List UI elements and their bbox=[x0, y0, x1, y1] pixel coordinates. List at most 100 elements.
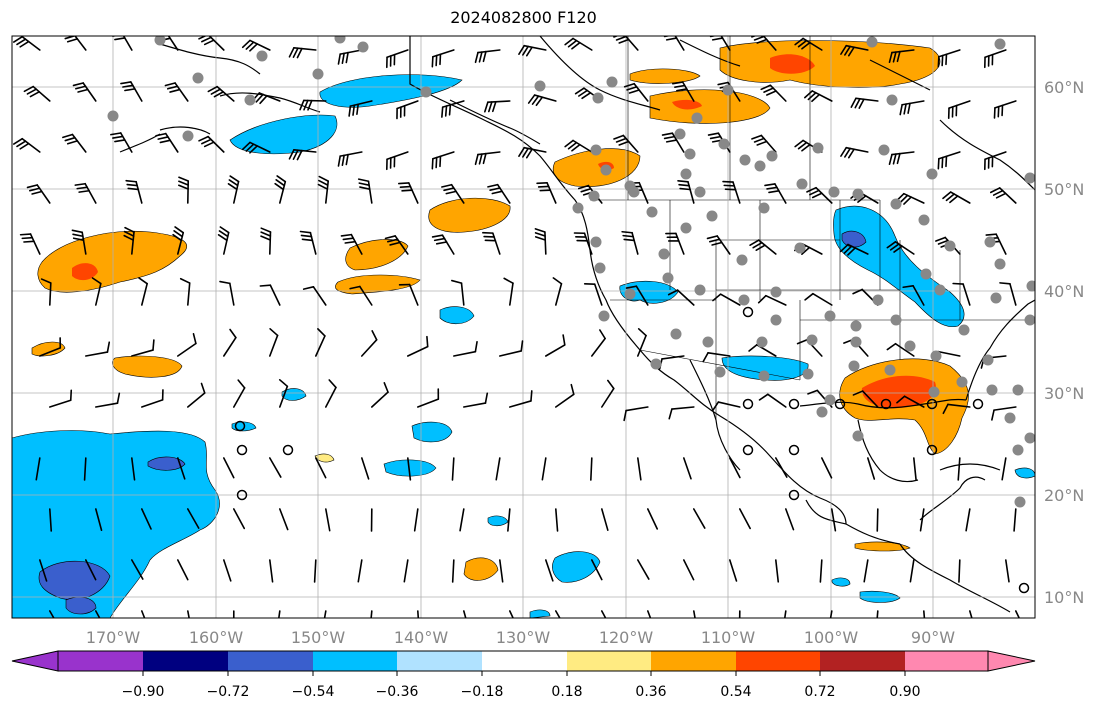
wind-barb-flag bbox=[893, 245, 903, 253]
wind-barb-shaft bbox=[323, 610, 327, 618]
wind-barb-shaft bbox=[229, 282, 235, 306]
wind-barb-flag bbox=[106, 341, 111, 353]
station-dot bbox=[958, 324, 970, 336]
lat-label: 20°N bbox=[1044, 486, 1084, 505]
wind-barb-flag bbox=[663, 31, 673, 33]
station-dot bbox=[1024, 314, 1035, 326]
lon-label: 130°W bbox=[496, 628, 551, 647]
wind-barb-shaft bbox=[361, 338, 378, 357]
station-dot bbox=[850, 336, 862, 348]
wind-barb-flag bbox=[857, 195, 867, 203]
wind-barb-shaft bbox=[453, 350, 477, 357]
country-state-borders bbox=[590, 36, 1035, 420]
wind-barb-flag bbox=[751, 134, 763, 140]
wind-barb-flag bbox=[348, 105, 352, 117]
station-dot bbox=[850, 320, 862, 332]
wind-barb-flag bbox=[840, 44, 848, 55]
station-dot bbox=[691, 112, 703, 124]
wind-barb-flag bbox=[613, 134, 625, 140]
wind-barb-flag bbox=[296, 149, 303, 161]
wind-barb-shaft bbox=[894, 342, 915, 357]
wind-barb-flag bbox=[491, 190, 503, 195]
wind-barb-shaft bbox=[177, 457, 186, 480]
wind-barb-flag bbox=[896, 152, 901, 165]
wind-barb-shaft bbox=[555, 282, 563, 306]
wind-barb-shaft bbox=[867, 457, 876, 480]
station-dot bbox=[154, 36, 166, 46]
wind-barb-flag bbox=[72, 233, 84, 238]
station-dot bbox=[934, 284, 946, 296]
wind-barb-flag bbox=[260, 231, 272, 237]
wind-barb-flag bbox=[577, 184, 590, 190]
wind-barb-flag bbox=[62, 133, 74, 139]
wind-barb-shaft bbox=[451, 559, 455, 583]
wind-barb-shaft bbox=[95, 402, 119, 408]
wind-barb-flag bbox=[426, 335, 429, 348]
wind-barb-flag bbox=[525, 148, 533, 159]
colorbar-segment bbox=[228, 651, 313, 671]
wind-barb-flag bbox=[811, 192, 823, 199]
latitude-labels: 60°N 50°N 40°N 30°N 20°N 10°N bbox=[1044, 78, 1084, 607]
wind-barb-shaft bbox=[717, 401, 741, 408]
wind-barb-flag bbox=[522, 147, 529, 158]
wind-barb-flag bbox=[766, 90, 777, 96]
wind-barb-flag bbox=[21, 236, 34, 240]
wind-barb-shaft bbox=[739, 508, 751, 530]
wind-barb-flag bbox=[278, 378, 289, 388]
negative-anomaly-regions bbox=[12, 74, 1035, 618]
station-dot bbox=[994, 258, 1006, 270]
wind-barb-shaft bbox=[141, 399, 164, 408]
wind-barb-flag bbox=[356, 103, 359, 115]
station-dot bbox=[884, 364, 896, 376]
wind-barb-shaft bbox=[223, 457, 235, 479]
station-dot bbox=[794, 242, 806, 254]
wind-barb-shaft bbox=[819, 559, 823, 583]
station-dot bbox=[806, 334, 818, 346]
station-dot bbox=[312, 68, 324, 80]
station-dot bbox=[680, 168, 692, 180]
station-dot bbox=[738, 294, 750, 306]
wind-barb-shaft bbox=[49, 610, 55, 618]
wind-barb-shaft bbox=[35, 457, 41, 481]
colorbar-tick-label: −0.90 bbox=[122, 684, 165, 700]
wind-barb-flag bbox=[66, 140, 79, 145]
station-ring bbox=[742, 398, 754, 410]
wind-barb-shaft bbox=[509, 610, 514, 618]
colorbar-segment bbox=[482, 651, 567, 671]
wind-barb-flag bbox=[344, 240, 356, 244]
wind-barb-flag bbox=[317, 183, 329, 190]
wind-barb-shaft bbox=[765, 294, 787, 306]
wind-barb-flag bbox=[169, 88, 181, 93]
wind-barb-flag bbox=[292, 47, 299, 58]
colorbar-segment bbox=[736, 651, 820, 671]
wind-barb-flag bbox=[300, 234, 313, 238]
wind-barb-shaft bbox=[545, 559, 554, 582]
wind-barb-flag bbox=[518, 146, 526, 157]
wind-barb-shaft bbox=[829, 610, 833, 618]
station-dot bbox=[107, 110, 119, 122]
wind-barb-flag bbox=[711, 241, 723, 246]
wind-barb-shaft bbox=[729, 457, 741, 479]
wind-barb-flag bbox=[124, 226, 135, 233]
station-dot bbox=[754, 160, 766, 172]
lat-label: 60°N bbox=[1044, 78, 1084, 97]
wind-barb-flag bbox=[937, 239, 949, 245]
station-ring bbox=[972, 398, 984, 410]
wind-barb-flag bbox=[399, 185, 412, 188]
wind-barb-flag bbox=[991, 409, 995, 421]
wind-barb-shaft bbox=[909, 559, 915, 583]
wind-barb-shaft bbox=[919, 508, 925, 532]
wind-barb-flag bbox=[444, 105, 448, 117]
wind-barb-shaft bbox=[876, 610, 879, 618]
station-dot bbox=[984, 236, 996, 248]
wind-barb-shaft bbox=[993, 406, 1017, 411]
lat-lon-grid bbox=[12, 36, 1035, 618]
wind-barb-flag bbox=[794, 37, 804, 46]
station-dot bbox=[982, 354, 994, 366]
colorbar-tick-label: −0.18 bbox=[461, 684, 504, 700]
station-ring bbox=[834, 398, 846, 410]
wind-barb-shaft bbox=[141, 610, 146, 618]
wind-barb-flag bbox=[678, 183, 690, 187]
wind-barb-flag bbox=[127, 187, 140, 191]
wind-barb-flag bbox=[661, 132, 674, 136]
